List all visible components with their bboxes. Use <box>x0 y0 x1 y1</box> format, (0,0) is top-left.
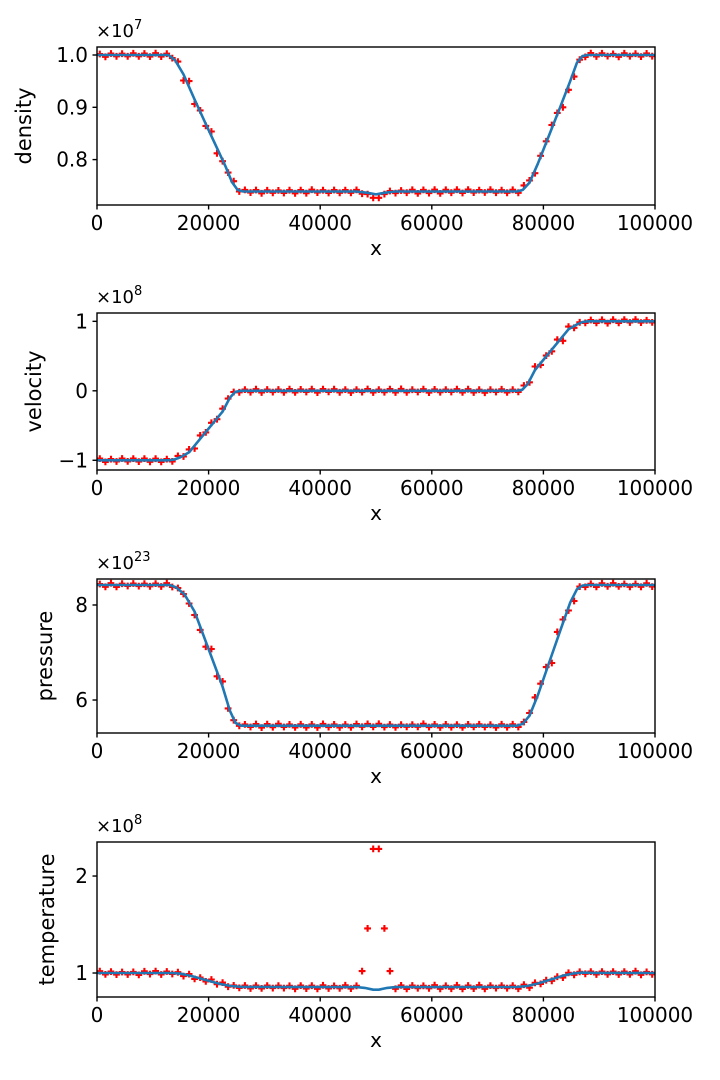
pressure-xlabel: x <box>370 764 382 788</box>
pressure-ytick-label: 8 <box>75 593 88 617</box>
density-xtick-label: 60000 <box>400 211 464 235</box>
density-ytick-label: 0.9 <box>56 95 88 119</box>
temperature-numerical-marker-path <box>97 845 655 993</box>
pressure-xtick-label: 20000 <box>177 739 241 763</box>
temperature-plot-area <box>97 845 655 993</box>
density-xtick-label: 40000 <box>288 211 352 235</box>
density-scale-offset-label: ×107 <box>96 18 142 42</box>
velocity-xtick-label: 60000 <box>400 476 464 500</box>
chart-pressure: 0 20000 40000 60000 80000 100000 6 8 ×1023 pressu… <box>33 550 693 788</box>
density-xtick-label: 20000 <box>177 211 241 235</box>
temperature-numerical-markers <box>97 845 655 993</box>
density-ytick-label: 1.0 <box>56 43 88 67</box>
pressure-xtick-label: 0 <box>91 739 104 763</box>
pressure-exact-line <box>97 583 655 728</box>
pressure-xtick-label: 40000 <box>288 739 352 763</box>
density-plot-area <box>97 49 655 202</box>
velocity-xtick-label: 100000 <box>617 476 693 500</box>
chart-temperature: 0 20000 40000 60000 80000 100000 1 2 ×108 tempera… <box>35 813 693 1052</box>
pressure-numerical-marker-path <box>97 579 655 731</box>
density-xlabel: x <box>370 236 382 260</box>
temperature-scale-offset-label: ×108 <box>96 813 142 837</box>
density-axes-frame <box>96 46 656 206</box>
temperature-xtick-label: 80000 <box>512 1003 576 1027</box>
velocity-xlabel: x <box>370 501 382 525</box>
density-xtick-label: 100000 <box>617 211 693 235</box>
density-xtick-label: 80000 <box>512 211 576 235</box>
pressure-ylabel: pressure <box>33 611 57 702</box>
pressure-xtick-label: 60000 <box>400 739 464 763</box>
temperature-xtick-label: 0 <box>91 1003 104 1027</box>
velocity-axes-frame <box>96 312 656 471</box>
temperature-xlabel: x <box>370 1028 382 1052</box>
density-numerical-marker-path <box>97 49 655 202</box>
velocity-ylabel: velocity <box>22 350 46 432</box>
chart-velocity: 0 20000 40000 60000 80000 100000−101×108veloc… <box>22 284 693 525</box>
velocity-xtick-label: 80000 <box>512 476 576 500</box>
density-ytick-label: 0.8 <box>56 148 88 172</box>
temperature-xtick-label: 20000 <box>177 1003 241 1027</box>
velocity-ytick-label: 0 <box>75 379 88 403</box>
velocity-ytick-label: −1 <box>59 448 88 472</box>
pressure-ytick-label: 6 <box>75 688 88 712</box>
density-xtick-label: 0 <box>91 211 104 235</box>
temperature-xtick-label: 40000 <box>288 1003 352 1027</box>
velocity-xtick-label: 0 <box>91 476 104 500</box>
temperature-ylabel: temperature <box>35 854 59 986</box>
velocity-exact-line <box>97 319 655 462</box>
density-ylabel: density <box>12 88 36 165</box>
temperature-xtick-label: 100000 <box>617 1003 693 1027</box>
density-exact-line <box>97 53 655 196</box>
velocity-ytick-label: 1 <box>75 309 88 333</box>
pressure-axes-frame <box>96 578 656 734</box>
velocity-xtick-label: 20000 <box>177 476 241 500</box>
pressure-scale-offset-label: ×1023 <box>96 550 151 574</box>
temperature-ytick-label: 1 <box>75 961 88 985</box>
temperature-axes-frame <box>96 841 656 998</box>
density-numerical-markers <box>97 49 655 202</box>
temperature-xtick-label: 60000 <box>400 1003 464 1027</box>
pressure-xtick-label: 100000 <box>617 739 693 763</box>
velocity-scale-offset-label: ×108 <box>96 284 142 308</box>
chart-density: 0 20000 40000 60000 80000 100000 0.8 0.9 1.0 ×107… <box>12 18 693 260</box>
velocity-plot-area <box>97 316 655 466</box>
velocity-xtick-label: 40000 <box>288 476 352 500</box>
pressure-plot-area <box>97 579 655 731</box>
pressure-numerical-markers <box>97 579 655 731</box>
pressure-xtick-label: 80000 <box>512 739 576 763</box>
temperature-exact-line <box>97 971 655 992</box>
temperature-ytick-label: 2 <box>75 864 88 888</box>
